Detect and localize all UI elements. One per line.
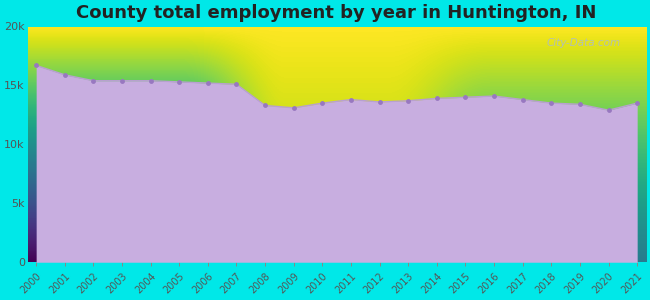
Text: City-Data.com: City-Data.com xyxy=(547,38,621,48)
Title: County total employment by year in Huntington, IN: County total employment by year in Hunti… xyxy=(77,4,597,22)
